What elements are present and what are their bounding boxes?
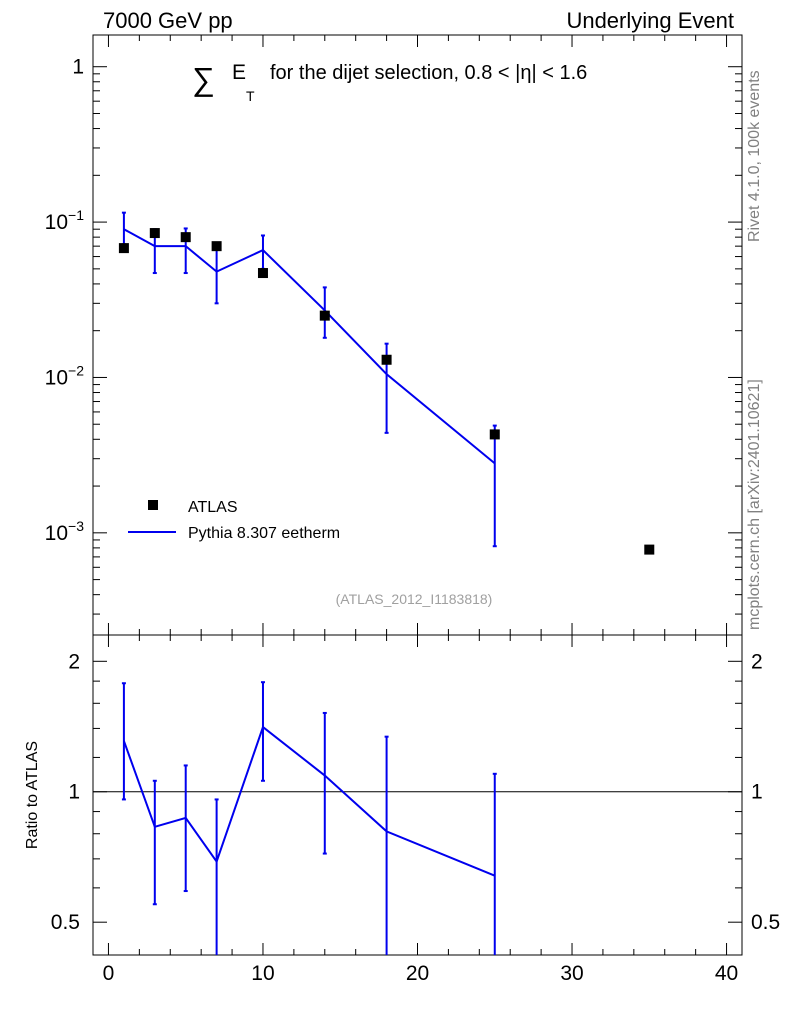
x-tick-label: 40 [715, 962, 738, 985]
legend-atlas-marker [148, 500, 158, 510]
atlas-data-point [118, 243, 129, 254]
atlas-data-point [257, 268, 268, 279]
plot-title-symbol: ∑ [192, 61, 215, 97]
ratio-plot-frame [92, 634, 743, 956]
plot-title-variable: E [232, 61, 246, 84]
ratio-y-tick-label-right: 1 [751, 781, 763, 804]
ratio-y-axis-label: Ratio to ATLAS [24, 741, 41, 849]
legend-atlas-label: ATLAS [188, 499, 238, 516]
ratio-y-tick-label-left: 1 [68, 781, 80, 804]
atlas-data-point [211, 241, 222, 252]
y-tick-label: 10−1 [45, 207, 85, 234]
atlas-data-point [381, 354, 392, 365]
ratio-panel: 2 2 1 1 0.5 0.5 Ratio to ATLAS 0 10 20 30 40 [24, 634, 780, 985]
header-left-label: 7000 GeV pp [103, 8, 233, 33]
ratio-series-line [122, 725, 496, 877]
atlas-data-point [319, 310, 330, 321]
atlas-data-point [149, 228, 160, 239]
x-tick-label: 20 [406, 962, 429, 985]
ratio-y-tick-label-right: 2 [751, 650, 763, 673]
header-right-label: Underlying Event [566, 8, 734, 33]
y-tick-label: 10−2 [45, 362, 85, 389]
legend-pythia-label: Pythia 8.307 eetherm [188, 525, 340, 542]
atlas-data-point [644, 544, 655, 555]
ratio-y-tick-label-left: 2 [68, 650, 80, 673]
x-tick-label: 0 [103, 962, 115, 985]
atlas-data-point [180, 232, 191, 243]
atlas-data-point [489, 429, 500, 440]
x-tick-label: 30 [560, 962, 583, 985]
y-tick-label: 10−3 [45, 518, 85, 545]
ratio-y-tick-label-right: 0.5 [751, 911, 780, 934]
pythia-series-line [123, 228, 496, 465]
plot-title-text: for the dijet selection, 0.8 < |η| < 1.6 [270, 62, 587, 84]
plot-title-subscript: T [246, 88, 255, 104]
y-tick-label: 1 [72, 56, 84, 79]
x-tick-label: 10 [251, 962, 274, 985]
analysis-id-label: (ATLAS_2012_I1183818) [336, 591, 493, 607]
ratio-y-tick-label-left: 0.5 [51, 911, 80, 934]
